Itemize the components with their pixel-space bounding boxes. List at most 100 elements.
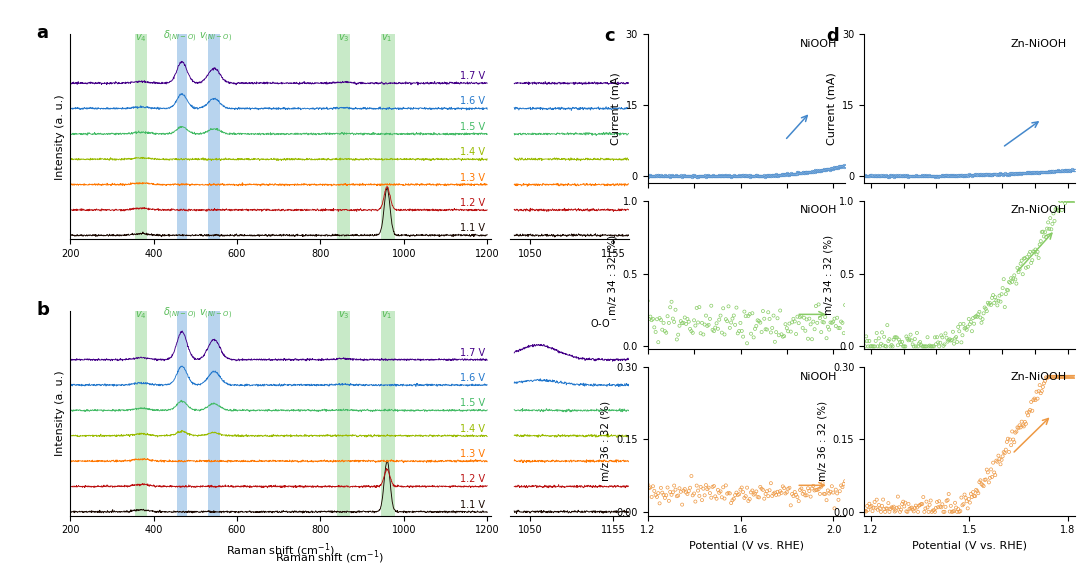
- Point: [987, 470, 1004, 480]
- Point: [987, 296, 1004, 305]
- Point: [779, 324, 796, 333]
- Point: [1039, 374, 1056, 383]
- Text: 1.6 V: 1.6 V: [460, 373, 485, 383]
- Point: [1012, 259, 1029, 268]
- Point: [662, 303, 679, 312]
- Point: [753, 327, 770, 336]
- Point: [919, 503, 936, 512]
- Point: [712, 487, 729, 496]
- Point: [721, 323, 739, 332]
- Point: [893, 337, 910, 347]
- Point: [953, 493, 970, 502]
- Point: [959, 504, 976, 513]
- Point: [774, 332, 792, 342]
- Text: Raman shift (cm$^{-1}$): Raman shift (cm$^{-1}$): [274, 549, 384, 567]
- Point: [680, 486, 698, 496]
- X-axis label: Raman shift (cm$^{-1}$): Raman shift (cm$^{-1}$): [226, 541, 336, 559]
- Text: 1.2 V: 1.2 V: [460, 474, 485, 484]
- Point: [883, 503, 901, 512]
- Point: [891, 507, 908, 516]
- Point: [1053, 372, 1070, 382]
- Point: [990, 291, 1008, 300]
- Point: [765, 489, 782, 499]
- Point: [941, 507, 958, 516]
- X-axis label: Potential (V vs. RHE): Potential (V vs. RHE): [912, 541, 1027, 551]
- Point: [724, 314, 741, 323]
- Point: [810, 300, 827, 309]
- Point: [905, 507, 922, 516]
- Point: [779, 488, 796, 497]
- Point: [716, 494, 733, 503]
- Point: [806, 486, 823, 495]
- Point: [751, 493, 768, 502]
- X-axis label: Potential (V vs. RHE): Potential (V vs. RHE): [689, 541, 804, 551]
- Point: [735, 307, 753, 316]
- Point: [744, 309, 761, 318]
- Point: [928, 340, 945, 349]
- Point: [1063, 372, 1080, 382]
- Point: [802, 492, 820, 501]
- Point: [771, 486, 788, 496]
- Point: [771, 306, 788, 315]
- Point: [875, 341, 892, 350]
- Point: [918, 342, 935, 351]
- Point: [657, 493, 674, 503]
- Point: [909, 342, 927, 351]
- Point: [934, 333, 951, 342]
- Point: [926, 342, 943, 351]
- Point: [981, 478, 998, 487]
- Point: [704, 482, 721, 492]
- Point: [976, 303, 994, 312]
- Point: [710, 485, 727, 494]
- Point: [828, 489, 846, 498]
- Point: [1066, 372, 1080, 382]
- Point: [921, 341, 939, 350]
- Point: [1027, 395, 1044, 405]
- Point: [659, 483, 676, 492]
- Point: [935, 507, 953, 516]
- Point: [775, 484, 793, 493]
- Point: [931, 497, 948, 506]
- Point: [891, 337, 908, 346]
- Point: [693, 496, 711, 505]
- Point: [1023, 397, 1040, 406]
- Bar: [135, 34, 147, 239]
- Point: [732, 485, 750, 494]
- Point: [864, 507, 881, 516]
- Point: [1025, 247, 1042, 256]
- Point: [855, 506, 873, 515]
- Point: [1050, 206, 1067, 215]
- Point: [732, 319, 750, 328]
- Point: [939, 496, 956, 505]
- Point: [953, 337, 970, 347]
- Point: [924, 342, 942, 351]
- Text: b: b: [37, 301, 50, 319]
- Point: [777, 489, 794, 498]
- Point: [1054, 196, 1071, 205]
- Point: [665, 317, 683, 327]
- Point: [966, 492, 983, 501]
- Point: [959, 322, 976, 331]
- Point: [906, 504, 923, 513]
- Point: [920, 342, 937, 351]
- Point: [940, 336, 957, 345]
- Point: [814, 317, 832, 327]
- Point: [807, 301, 824, 311]
- Point: [780, 327, 797, 336]
- Point: [781, 319, 798, 328]
- Bar: [207, 311, 220, 516]
- Point: [745, 490, 762, 499]
- Point: [997, 445, 1014, 454]
- Point: [1018, 408, 1036, 417]
- Point: [973, 480, 990, 489]
- Point: [758, 486, 775, 496]
- Point: [932, 502, 949, 511]
- Point: [717, 481, 734, 490]
- Point: [802, 320, 820, 329]
- Text: 1.5 V: 1.5 V: [460, 122, 485, 132]
- Point: [912, 337, 929, 347]
- Point: [982, 299, 999, 308]
- Point: [991, 297, 1009, 306]
- Point: [1008, 427, 1025, 436]
- Point: [954, 501, 971, 510]
